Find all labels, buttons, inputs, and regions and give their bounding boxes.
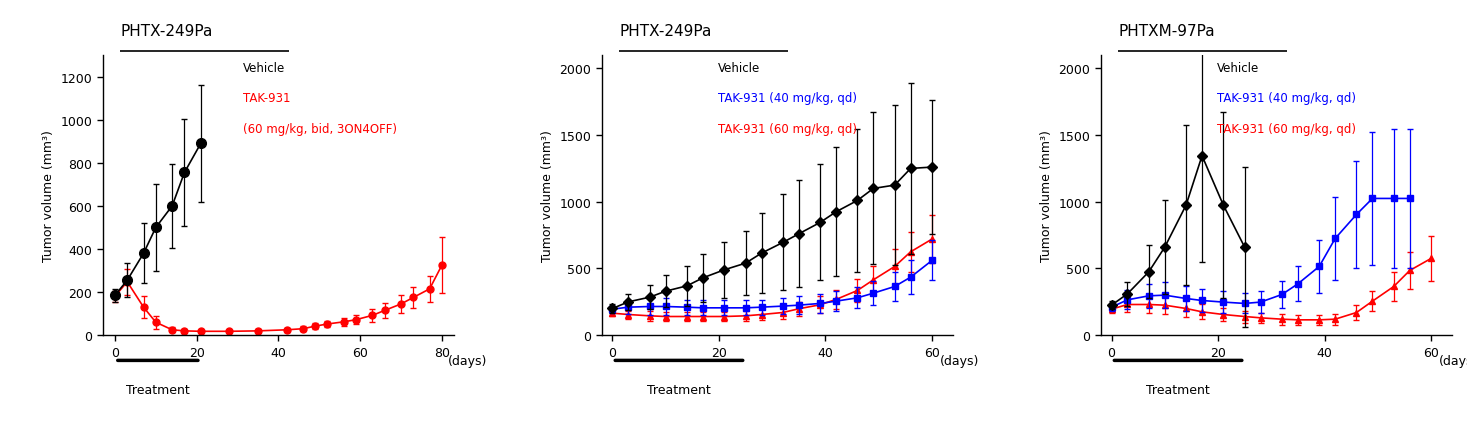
Text: TAK-931 (40 mg/kg, qd): TAK-931 (40 mg/kg, qd) <box>1216 92 1356 105</box>
Y-axis label: Tumor volume (mm³): Tumor volume (mm³) <box>43 130 54 261</box>
Text: PHTXM-97Pa: PHTXM-97Pa <box>1118 24 1215 39</box>
Text: Treatment: Treatment <box>647 383 711 396</box>
Y-axis label: Tumor volume (mm³): Tumor volume (mm³) <box>1040 130 1053 261</box>
Text: (60 mg/kg, bid, 3ON4OFF): (60 mg/kg, bid, 3ON4OFF) <box>244 123 398 136</box>
Text: TAK-931 (40 mg/kg, qd): TAK-931 (40 mg/kg, qd) <box>717 92 857 105</box>
Text: (days): (days) <box>1439 354 1467 367</box>
Text: TAK-931 (60 mg/kg, qd): TAK-931 (60 mg/kg, qd) <box>717 123 857 136</box>
Text: Vehicle: Vehicle <box>717 61 760 74</box>
Text: Treatment: Treatment <box>126 383 189 396</box>
Text: PHTX-249Pa: PHTX-249Pa <box>120 24 213 39</box>
Text: PHTX-249Pa: PHTX-249Pa <box>619 24 711 39</box>
Text: Vehicle: Vehicle <box>244 61 286 74</box>
Text: (days): (days) <box>940 354 980 367</box>
Text: TAK-931 (60 mg/kg, qd): TAK-931 (60 mg/kg, qd) <box>1216 123 1356 136</box>
Text: Treatment: Treatment <box>1146 383 1210 396</box>
Text: TAK-931: TAK-931 <box>244 92 290 105</box>
Text: (days): (days) <box>447 354 487 367</box>
Y-axis label: Tumor volume (mm³): Tumor volume (mm³) <box>541 130 555 261</box>
Text: Vehicle: Vehicle <box>1216 61 1259 74</box>
